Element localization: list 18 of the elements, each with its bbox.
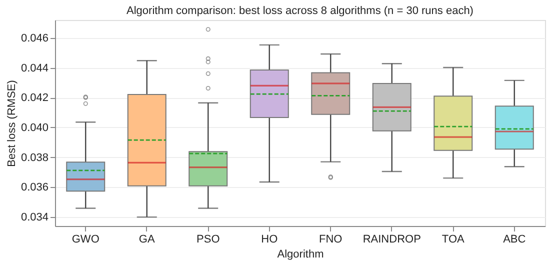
y-tick-label: 0.038 (20, 152, 48, 164)
x-tick-label: PSO (196, 234, 220, 246)
x-tick-label: TOA (442, 234, 465, 246)
x-tick-label: RAINDROP (362, 234, 421, 246)
y-tick-label: 0.042 (20, 92, 48, 104)
y-axis-title: Best loss (RMSE) (6, 80, 18, 167)
y-tick-label: 0.040 (20, 122, 48, 134)
y-tick-label: 0.046 (20, 32, 48, 44)
x-tick-label: GWO (72, 234, 100, 246)
x-tick-label: GA (138, 234, 156, 246)
y-tick-label: 0.034 (20, 212, 48, 224)
chart-title: Algorithm comparison: best loss across 8 algorithms (n = 30 runs each) (126, 5, 474, 17)
y-tick-label: 0.036 (20, 182, 48, 194)
y-tick-label: 0.044 (20, 62, 48, 74)
x-tick-label: ABC (503, 234, 526, 246)
x-tick-label: FNO (319, 234, 343, 246)
x-tick-label: HO (261, 234, 278, 246)
x-axis-title: Algorithm (277, 248, 324, 260)
